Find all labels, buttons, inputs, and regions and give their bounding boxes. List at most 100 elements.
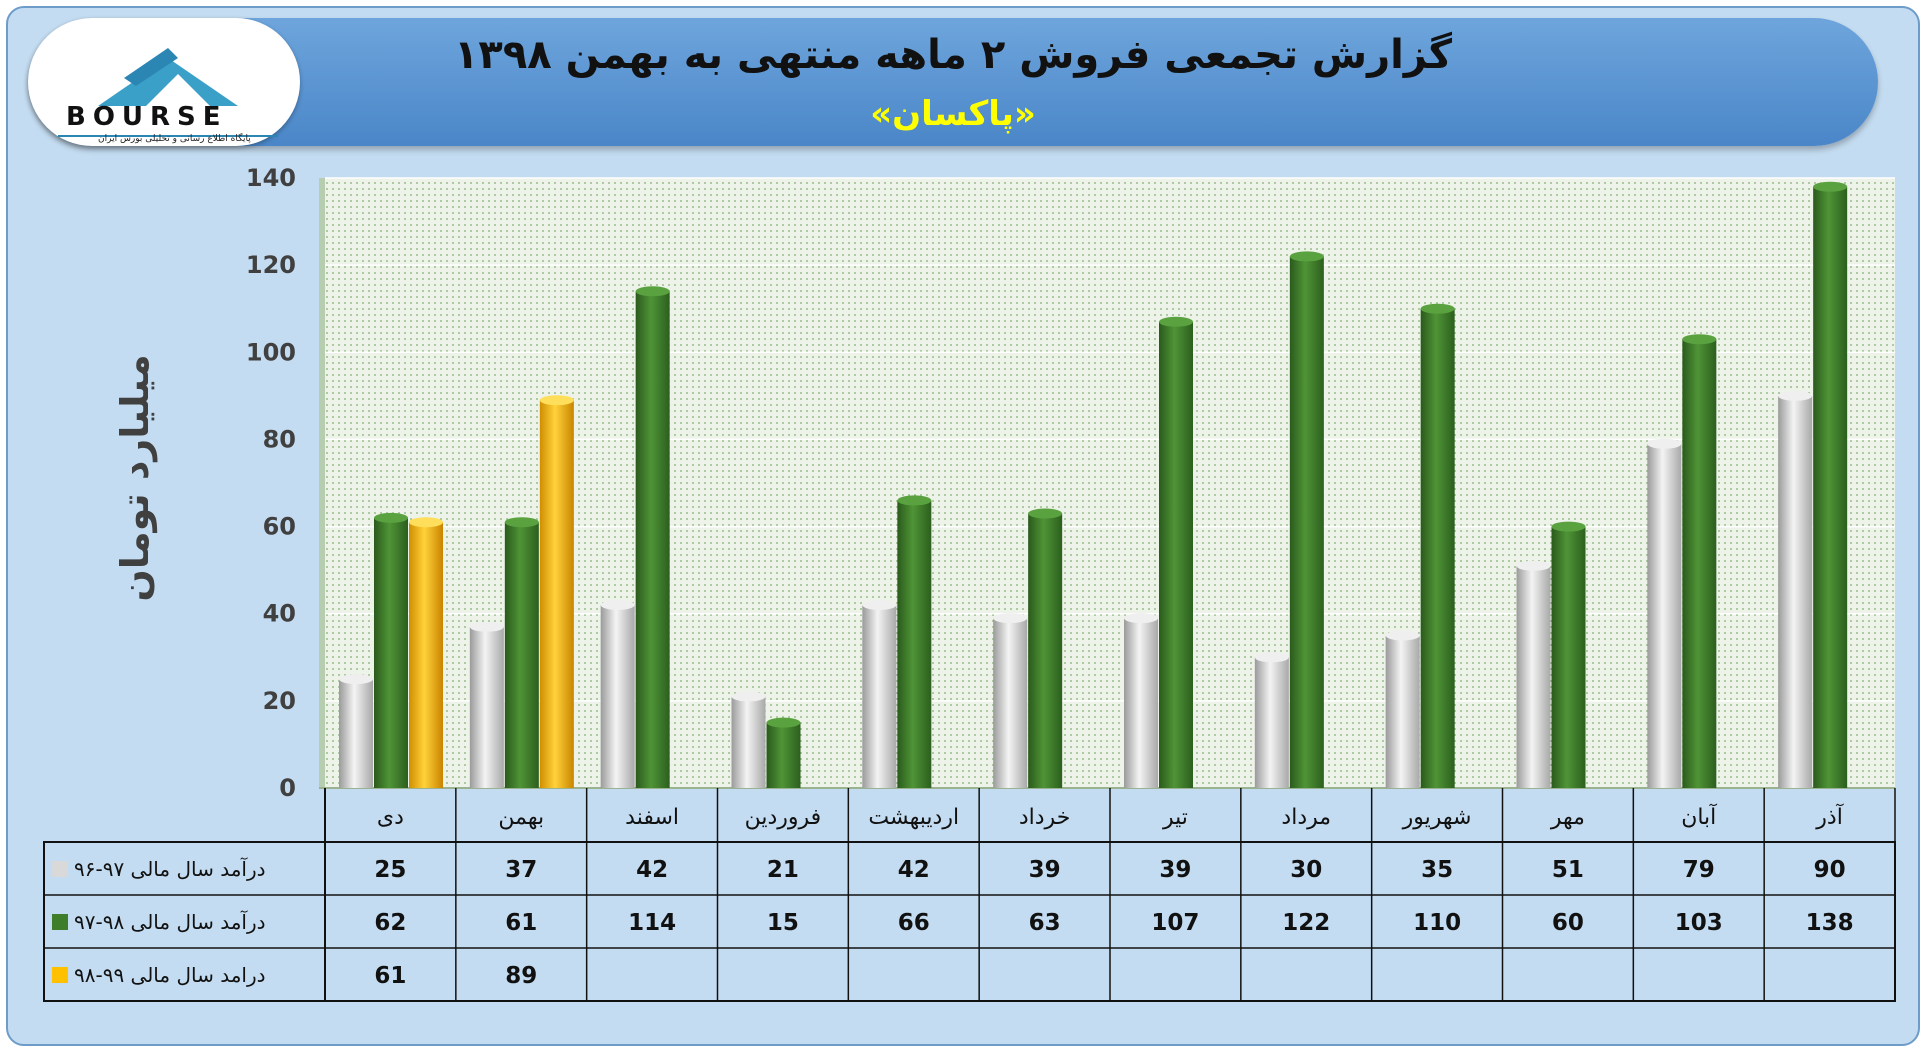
data-label: 90 xyxy=(1814,857,1846,883)
y-axis-ticks: 0 20 40 60 80 100 120 140 xyxy=(246,164,296,802)
data-label: 79 xyxy=(1683,857,1715,883)
y-tick-label: 120 xyxy=(246,251,296,279)
bar-cap xyxy=(862,600,897,610)
x-tick-label: فروردین xyxy=(745,805,822,830)
data-label: 15 xyxy=(767,910,799,936)
bar-cap xyxy=(339,674,373,685)
bar-cap xyxy=(766,717,801,728)
bar-cap xyxy=(731,691,766,702)
bar xyxy=(731,691,766,788)
legend-label: درآمد سال مالی ۹۷-۹۶ xyxy=(74,856,266,881)
bar-body xyxy=(731,696,766,788)
x-tick-label: تیر xyxy=(1162,805,1188,830)
bar-cap xyxy=(469,621,504,632)
bar xyxy=(1551,521,1586,788)
bar xyxy=(897,495,932,788)
data-label: 110 xyxy=(1413,910,1461,936)
bar-body xyxy=(1124,618,1158,788)
legend-label: درآمد سال مالی ۹۸-۹۷ xyxy=(74,909,266,934)
data-label: 42 xyxy=(636,857,668,883)
data-label: 103 xyxy=(1675,910,1723,936)
bar-body xyxy=(469,626,504,788)
y-tick-label: 40 xyxy=(263,600,296,628)
data-label: 114 xyxy=(628,910,676,936)
bar-cap xyxy=(600,600,635,610)
x-tick-label: مرداد xyxy=(1281,805,1331,830)
bar-cap xyxy=(1813,181,1848,192)
data-label: 35 xyxy=(1421,857,1453,883)
data-label: 122 xyxy=(1282,910,1330,936)
bar-body xyxy=(1551,526,1586,788)
y-tick-label: 80 xyxy=(263,425,296,453)
bar-body xyxy=(539,400,574,788)
bar xyxy=(374,512,408,788)
bar-cap xyxy=(1647,438,1682,449)
x-tick-label: شهریور xyxy=(1402,805,1472,830)
bar-cap xyxy=(1778,390,1813,401)
x-tick-label: اسفند xyxy=(625,805,679,830)
bar-cap xyxy=(993,613,1028,624)
legend-label: درامد سال مالی ۹۹-۹۸ xyxy=(74,962,266,987)
x-tick-label: بهمن xyxy=(498,805,544,830)
bar xyxy=(862,600,897,788)
bar-cap xyxy=(635,286,670,297)
bar-body xyxy=(1385,635,1420,788)
x-tick-label: مهر xyxy=(1550,805,1585,830)
bar-cap xyxy=(1028,508,1063,519)
bar-cap xyxy=(1551,521,1586,532)
bar-body xyxy=(1420,308,1455,788)
bar xyxy=(1028,508,1063,788)
data-label: 62 xyxy=(374,910,406,936)
bar xyxy=(539,395,574,788)
y-tick-label: 20 xyxy=(263,687,296,715)
bar-body xyxy=(1254,657,1289,788)
legend-entry: درآمد سال مالی ۹۸-۹۷ xyxy=(44,895,324,948)
data-label: 39 xyxy=(1159,857,1191,883)
bar-body xyxy=(600,605,635,788)
x-tick-label: دی xyxy=(377,805,404,830)
bar xyxy=(409,517,443,788)
bar-body xyxy=(766,722,801,788)
y-tick-label: 0 xyxy=(279,774,296,802)
bar xyxy=(339,674,373,788)
bar-body xyxy=(1516,565,1551,788)
logo: BOURSE پایگاه اطلاع رسانی و تحلیلی بورس … xyxy=(28,18,300,146)
bar-body xyxy=(339,679,373,788)
data-label: 61 xyxy=(374,963,406,989)
logo-mark-icon xyxy=(58,48,278,137)
bar-body xyxy=(1028,513,1063,788)
bar xyxy=(1254,652,1289,788)
data-label: 21 xyxy=(767,857,799,883)
bar xyxy=(1385,630,1420,788)
y-axis-label: میلیارد تومان xyxy=(113,354,157,601)
bar-cap xyxy=(539,395,574,406)
bar-body xyxy=(862,605,897,788)
bar-body xyxy=(897,500,932,788)
data-label: 89 xyxy=(505,963,537,989)
bar xyxy=(1159,316,1193,788)
plot-area xyxy=(319,178,1895,788)
data-label: 63 xyxy=(1029,910,1061,936)
logo-tagline: پایگاه اطلاع رسانی و تحلیلی بورس ایران xyxy=(98,134,251,144)
bar-body xyxy=(1289,256,1324,788)
y-tick-label: 140 xyxy=(246,164,296,192)
bar xyxy=(635,286,670,788)
legend-entry: درامد سال مالی ۹۹-۹۸ xyxy=(44,948,324,1001)
data-label: 39 xyxy=(1029,857,1061,883)
legend-swatch xyxy=(52,966,68,983)
data-label: 66 xyxy=(898,910,930,936)
data-label: 51 xyxy=(1552,857,1584,883)
data-label: 42 xyxy=(898,857,930,883)
bar-body xyxy=(993,618,1028,788)
bar-body xyxy=(504,522,539,788)
logo-wordmark: BOURSE xyxy=(66,102,228,132)
plot-background xyxy=(325,178,1895,788)
x-tick-label: اردیبهشت xyxy=(868,805,959,830)
bar-cap xyxy=(1385,630,1420,641)
bar-cap xyxy=(1254,652,1289,663)
bar-body xyxy=(1159,321,1193,788)
bar-cap xyxy=(409,517,443,528)
bar xyxy=(993,613,1028,788)
bar-cap xyxy=(1682,334,1717,345)
bar-body xyxy=(1682,339,1717,788)
